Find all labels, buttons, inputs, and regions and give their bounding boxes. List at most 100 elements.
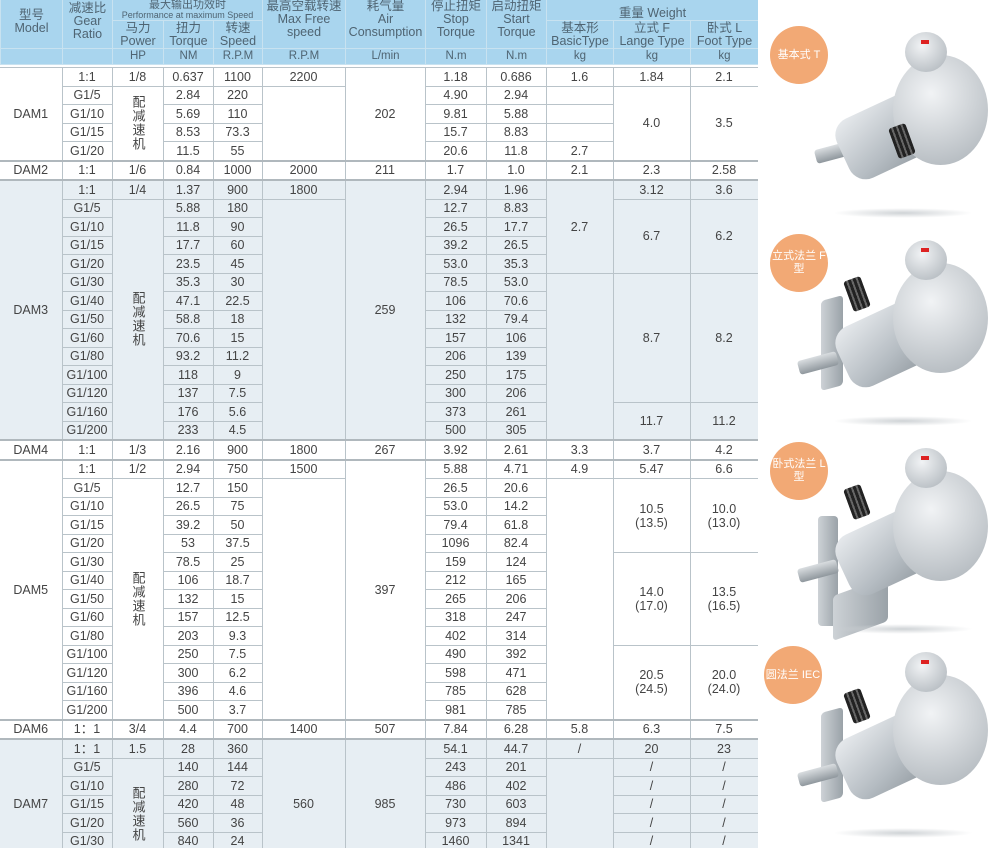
basic-weight-cell: 2.1 <box>545 159 614 181</box>
stop-torque-cell: 53.0 <box>424 254 487 274</box>
start-torque-cell: 305 <box>485 420 547 441</box>
header-max-free-speed: 最高空载转速 Max Free speed <box>262 0 346 49</box>
header-speed: 转速 Speed <box>213 20 263 49</box>
torque-cell: 2.16 <box>162 439 214 460</box>
speed-cell: 7.5 <box>212 383 263 403</box>
table-row: G1/15 39.2 50 79.4 61.8 <box>0 515 758 535</box>
speed-cell: 1000 <box>212 159 263 181</box>
table-row: DAM6 1：1 3/4 4.4 700 1400 507 7.84 6.28 5.8 6.3 7.5 <box>0 718 758 740</box>
start-torque-cell: 471 <box>485 663 547 683</box>
gear-ratio-cell: G1/40 <box>61 570 113 590</box>
lange-weight-cell: 2.3 <box>612 159 691 181</box>
table-row: G1/200 500 3.7 981 785 <box>0 700 758 720</box>
start-torque-cell: 261 <box>485 402 547 422</box>
product-type-badge: 卧式法兰 L型 <box>770 442 828 500</box>
lange-weight-cell: 6.7 <box>612 198 691 274</box>
stop-torque-cell: 1460 <box>424 831 487 848</box>
gear-ratio-cell: G1/15 <box>61 122 113 142</box>
torque-cell: 137 <box>162 383 214 403</box>
foot-weight-cell: 8.2 <box>689 272 758 403</box>
torque-cell: 203 <box>162 626 214 646</box>
max-free-speed-cell: 2000 <box>261 159 346 181</box>
start-torque-cell: 628 <box>485 681 547 701</box>
stop-torque-cell: 78.5 <box>424 272 487 292</box>
start-torque-cell: 206 <box>485 589 547 609</box>
max-free-speed-cell <box>261 85 346 161</box>
stop-torque-cell: 2.94 <box>424 179 487 200</box>
lange-weight-cell: 1.84 <box>612 67 691 87</box>
torque-cell: 140 <box>162 757 214 777</box>
header-unit-air: L/min <box>345 48 426 65</box>
speed-cell: 900 <box>212 439 263 460</box>
product-type-badge: 立式法兰 F型 <box>770 234 828 292</box>
header-unit-blank <box>0 48 63 65</box>
air-consumption-cell: 202 <box>344 67 426 161</box>
stop-torque-cell: 1096 <box>424 533 487 553</box>
gear-ratio-cell: G1/160 <box>61 681 113 701</box>
table-row: G1/5 配减速机 12.7 150 26.5 20.6 10.5 (13.5) 10.0 (… <box>0 478 758 720</box>
gear-ratio-cell: G1/200 <box>61 420 113 441</box>
torque-cell: 132 <box>162 589 214 609</box>
torque-cell: 39.2 <box>162 515 214 535</box>
torque-cell: 47.1 <box>162 291 214 311</box>
torque-cell: 17.7 <box>162 235 214 255</box>
speed-cell: 12.5 <box>212 607 263 627</box>
lange-weight-cell: 10.5 (13.5) <box>612 478 691 553</box>
speed-cell: 11.2 <box>212 346 263 366</box>
start-torque-cell: 4.71 <box>485 458 547 479</box>
table-row: G1/80 93.2 11.2 206 139 <box>0 346 758 366</box>
stop-torque-cell: 20.6 <box>424 141 487 161</box>
table-row: G1/50 132 15 265 206 <box>0 589 758 609</box>
table-row: G1/80 203 9.3 402 314 <box>0 626 758 646</box>
header-performance-cn: 最大输出功效时 <box>149 0 226 11</box>
foot-weight-cell: 13.5 (16.5) <box>689 552 758 646</box>
speed-cell: 1100 <box>212 67 263 87</box>
start-torque-cell: 106 <box>485 328 547 348</box>
header-torque: 扭力 Torque <box>163 20 214 49</box>
gear-reducer-label: 配减速机 <box>111 757 164 848</box>
basic-weight-cell: 2.7 <box>545 179 614 274</box>
stop-torque-cell: 106 <box>424 291 487 311</box>
lange-weight-cell: 3.7 <box>612 439 691 460</box>
gear-ratio-cell: G1/10 <box>61 217 113 237</box>
speed-cell: 75 <box>212 496 263 516</box>
header-weight: 重量 Weight <box>546 0 758 21</box>
header-unit-stop-torque: N.m <box>425 48 487 65</box>
speed-cell: 50 <box>212 515 263 535</box>
start-torque-cell: 82.4 <box>485 533 547 553</box>
foot-weight-cell: / <box>689 813 758 833</box>
max-free-speed-cell <box>261 198 346 441</box>
gear-ratio-cell: G1/120 <box>61 663 113 683</box>
table-row: G1/10 26.5 75 53.0 14.2 <box>0 496 758 516</box>
stop-torque-cell: 318 <box>424 607 487 627</box>
start-torque-cell: 603 <box>485 794 547 814</box>
speed-cell: 360 <box>212 738 263 759</box>
start-torque-cell: 35.3 <box>485 254 547 274</box>
gear-reducer-label: 配减速机 <box>111 478 164 720</box>
gear-ratio-cell: G1/30 <box>61 552 113 572</box>
foot-weight-cell: 4.2 <box>689 439 758 460</box>
foot-weight-cell: 10.0 (13.0) <box>689 478 758 553</box>
torque-cell: 23.5 <box>162 254 214 274</box>
gear-ratio-cell: G1/5 <box>61 85 113 105</box>
torque-cell: 0.637 <box>162 67 214 87</box>
speed-cell: 6.2 <box>212 663 263 683</box>
gear-ratio-cell: G1/60 <box>61 328 113 348</box>
header-lange-type: 立式 F Lange Type <box>613 20 691 49</box>
speed-cell: 73.3 <box>212 122 263 142</box>
stop-torque-cell: 79.4 <box>424 515 487 535</box>
gear-ratio-cell: G1/10 <box>61 496 113 516</box>
speed-cell: 900 <box>212 179 263 200</box>
basic-weight-cell: 5.8 <box>545 718 614 740</box>
power-cell: 1/8 <box>111 67 164 87</box>
torque-cell: 300 <box>162 663 214 683</box>
product-type-badge: 基本式 T <box>770 26 828 84</box>
lange-weight-cell: 14.0 (17.0) <box>612 552 691 646</box>
start-torque-cell: 8.83 <box>485 122 547 142</box>
start-torque-cell: 2.94 <box>485 85 547 105</box>
torque-cell: 118 <box>162 365 214 385</box>
header-unit-torque: NM <box>163 48 214 65</box>
stop-torque-cell: 1.18 <box>424 67 487 87</box>
lange-weight-cell: / <box>612 757 691 777</box>
basic-weight-cell: 1.6 <box>545 67 614 87</box>
